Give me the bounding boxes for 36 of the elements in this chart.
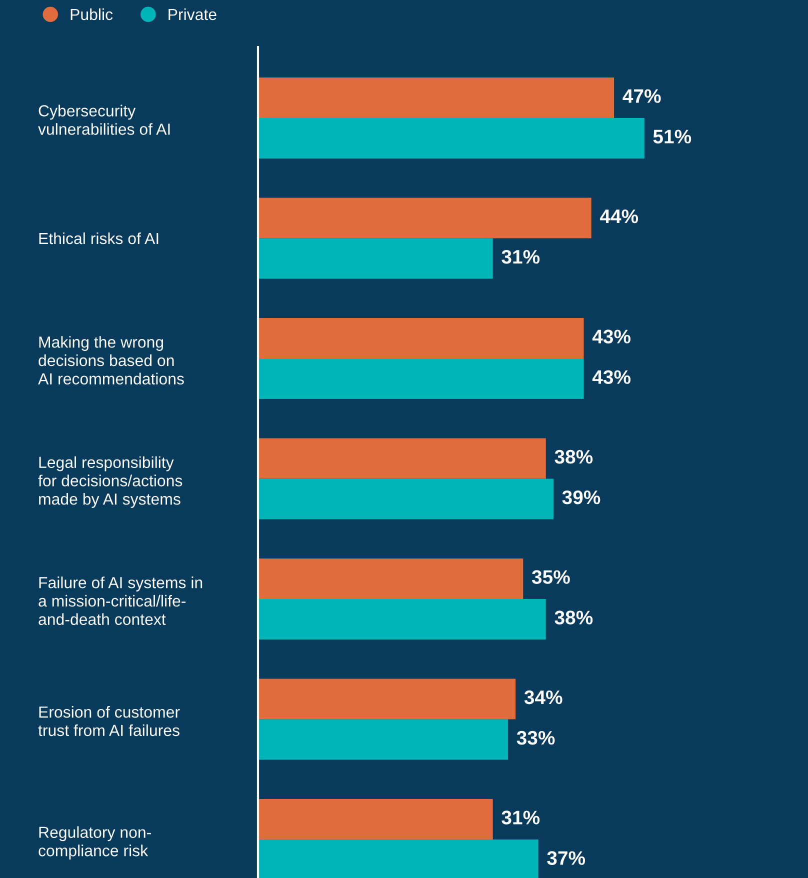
y-tick-label: Regulatory non- compliance risk [38,826,151,860]
y-tick-label: Cybersecurity vulnerabilities of AI [38,104,170,135]
bar [258,558,524,599]
data-label: 31% [502,810,540,824]
y-tick-label: Making the wrong decisions based on AI recommendations [38,336,184,385]
bar [258,598,546,640]
data-label: 43% [592,330,630,344]
data-label: 33% [516,730,555,745]
bar [258,118,644,159]
bar [258,798,493,840]
y-tick-label: Legal responsibility for decisions/actions made by AI systems [38,456,182,508]
legend-label: Public [70,8,113,20]
bar [258,318,584,358]
data-label: 39% [562,490,600,504]
data-label: 47% [622,89,661,103]
data-label: 35% [532,570,570,584]
bar [258,238,493,279]
data-label: 38% [554,610,593,624]
bar [258,478,554,520]
data-label: 38% [554,450,593,464]
y-tick-label: Ethical risks of AI [39,232,158,244]
bar [258,678,516,720]
data-label: 31% [502,250,540,264]
data-label: 51% [653,130,692,144]
y-tick-label: Erosion of customer trust from AI failures [38,706,180,736]
bar [258,358,584,400]
data-label: 43% [592,370,630,384]
data-label: 34% [524,690,562,704]
bar [258,198,592,238]
legend-label: Private [168,8,216,20]
y-tick-label: Failure of AI systems in a mission-critical/life- and-death context [38,576,202,626]
data-label: 37% [547,851,586,865]
data-label: 44% [600,209,638,224]
bar [258,438,546,479]
bar [258,77,614,118]
bar [258,719,508,760]
